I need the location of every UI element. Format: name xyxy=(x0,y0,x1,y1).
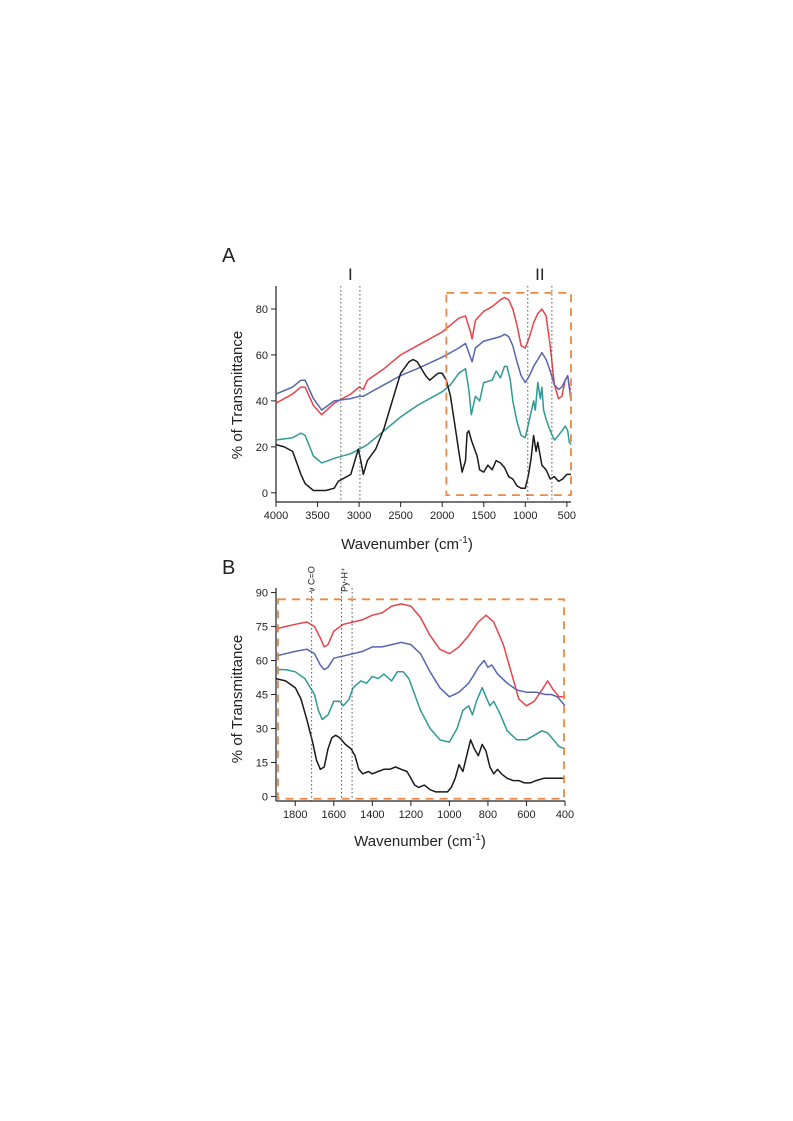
panel-b-x-axis-title: Wavenumber (cm-1) xyxy=(354,832,486,850)
panel-a-x-axis-title: Wavenumber (cm-1) xyxy=(341,535,473,553)
panel-a-y-tick-label: 0 xyxy=(262,488,268,500)
panel-a-x-tick-label: 3000 xyxy=(347,510,371,522)
panel-b-series-blue xyxy=(275,641,566,707)
panel-b-y-tick-label: 0 xyxy=(262,791,268,803)
panel-a-region-label: I xyxy=(348,265,353,284)
panel-b-y-axis-title: % of Transmittance xyxy=(229,635,246,763)
panel-b-y-tick-label: 15 xyxy=(256,757,268,769)
panel-a-series-blue xyxy=(275,333,572,411)
panel-a-series-teal xyxy=(275,365,572,464)
panel-a-x-tick-label: 4000 xyxy=(264,510,288,522)
panel-b-band-label: Py-H⁺ xyxy=(339,567,349,592)
panel-b-ticks: 1800 1600 1400 1200 1000 800 600 400 0 15 30 45 60 75… xyxy=(256,588,574,821)
panel-a-annotations: I II xyxy=(340,265,572,502)
panel-a-series-red xyxy=(275,296,572,416)
panel-b-series-black xyxy=(275,677,565,793)
panel-a-zoom-box xyxy=(445,291,572,497)
panel-b-series-red xyxy=(275,603,565,707)
panel-b-band-label: ν C=O xyxy=(307,566,317,592)
panel-b-y-tick-label: 60 xyxy=(256,656,268,668)
panel-b-zoom-box xyxy=(277,598,565,800)
panel-a-x-tick-label: 2000 xyxy=(430,510,454,522)
panel-a-y-tick-label: 20 xyxy=(256,442,268,454)
panel-b-y-tick-label: 75 xyxy=(256,622,268,634)
panel-a-x-tick-label: 1000 xyxy=(513,510,537,522)
panel-a-letter: A xyxy=(222,245,236,267)
panel-b-x-tick-label: 1600 xyxy=(322,809,346,821)
panel-a-region-label: II xyxy=(535,265,544,284)
panel-a: A 4000 3500 3000 2500 2000 1500 1000 500 0 20 40 60… xyxy=(222,245,576,553)
panel-b-y-tick-label: 30 xyxy=(256,723,268,735)
panel-b-series xyxy=(275,603,566,793)
panel-b-x-tick-label: 600 xyxy=(517,809,535,821)
panel-b-x-tick-label: 1400 xyxy=(360,809,384,821)
panel-a-series-black xyxy=(275,358,571,492)
panel-a-x-tick-label: 500 xyxy=(558,510,576,522)
panel-b-x-tick-label: 1200 xyxy=(399,809,423,821)
panel-b-x-tick-label: 400 xyxy=(556,809,574,821)
panel-b: B 1800 1600 1400 1200 1000 800 600 400 0 15 30 45 60… xyxy=(222,557,574,850)
panel-a-ticks: 4000 3500 3000 2500 2000 1500 1000 500 0 20 40 60 80 xyxy=(256,286,576,522)
panel-b-letter: B xyxy=(222,557,235,579)
panel-b-x-tick-label: 800 xyxy=(479,809,497,821)
panel-b-y-tick-label: 45 xyxy=(256,690,268,702)
panel-a-y-tick-label: 80 xyxy=(256,304,268,316)
panel-a-x-tick-label: 2500 xyxy=(388,510,412,522)
panel-b-y-tick-label: 90 xyxy=(256,588,268,600)
panel-a-x-tick-label: 1500 xyxy=(472,510,496,522)
panel-b-x-tick-label: 1800 xyxy=(283,809,307,821)
panel-a-y-tick-label: 60 xyxy=(256,350,268,362)
panel-b-x-tick-label: 1000 xyxy=(437,809,461,821)
panel-b-series-teal xyxy=(276,668,566,750)
panel-a-y-axis-title: % of Transmittance xyxy=(229,331,246,459)
panel-a-x-tick-label: 3500 xyxy=(305,510,329,522)
panel-a-y-tick-label: 40 xyxy=(256,396,268,408)
panel-a-series xyxy=(275,296,572,492)
panel-b-annotations: ν C=O Py-H⁺ xyxy=(277,566,565,801)
